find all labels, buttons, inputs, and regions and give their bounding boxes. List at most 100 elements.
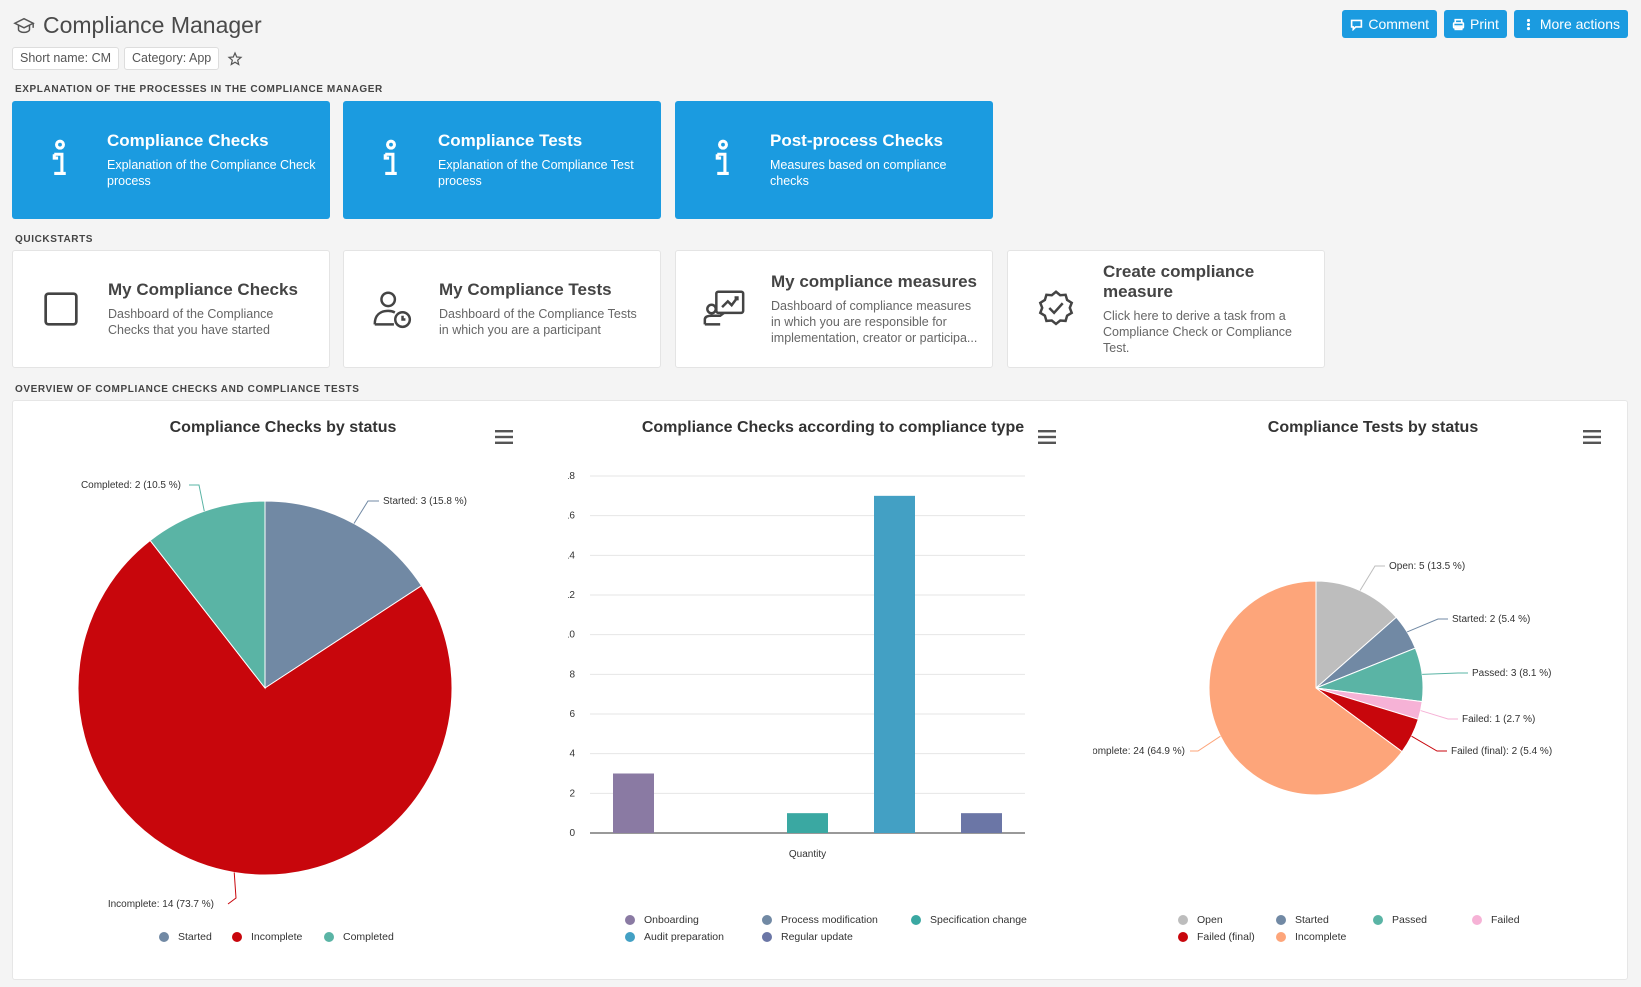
legend-label: Process modification xyxy=(781,914,878,926)
pie-connector xyxy=(1406,618,1448,633)
legend-item-started[interactable]: Started xyxy=(159,931,212,943)
chart3-title: Compliance Tests by status xyxy=(1267,419,1479,436)
tile-subtitle: Measures based on compliance checks xyxy=(770,158,947,188)
pie-connector xyxy=(1359,565,1385,591)
legend-label: Incomplete xyxy=(1295,931,1347,943)
pie-connector xyxy=(353,500,379,524)
chart2-legend: Onboarding Process modification Specific… xyxy=(625,914,1085,954)
tile-my-compliance-checks[interactable]: My Compliance Checks Dashboard of the Co… xyxy=(12,250,330,368)
section-label-overview: OVERVIEW OF COMPLIANCE CHECKS AND COMPLI… xyxy=(15,384,360,395)
comment-button-label: Comment xyxy=(1368,16,1430,32)
legend-item-onboarding[interactable]: Onboarding xyxy=(625,914,699,926)
category-tag: Category: App xyxy=(124,47,220,70)
y-tick-label: 18 xyxy=(568,471,575,482)
tile-my-compliance-tests[interactable]: My Compliance Tests Dashboard of the Com… xyxy=(343,250,661,368)
legend-dot xyxy=(1276,932,1286,942)
pie-data-label: Incomplete: 14 (73.7 %) xyxy=(108,899,214,910)
legend-dot xyxy=(159,932,169,942)
bar-specification-change[interactable] xyxy=(787,813,828,833)
comment-button[interactable]: Comment xyxy=(1342,10,1438,38)
legend-item-open[interactable]: Open xyxy=(1178,914,1223,926)
legend-dot xyxy=(1178,915,1188,925)
chart1-legend: Started Incomplete Completed xyxy=(13,931,553,951)
pie-connector xyxy=(227,872,237,905)
pie-data-label: Started: 2 (5.4 %) xyxy=(1452,614,1530,625)
star-icon[interactable] xyxy=(227,50,243,67)
y-tick-label: 14 xyxy=(568,550,575,561)
legend-item-passed[interactable]: Passed xyxy=(1373,914,1427,926)
tile-subtitle: Click here to derive a task from a Compl… xyxy=(1103,309,1292,355)
legend-item-specification-change[interactable]: Specification change xyxy=(911,914,1027,926)
chart1-title: Compliance Checks by status xyxy=(169,419,397,436)
tile-my-compliance-measures[interactable]: My compliance measures Dashboard of comp… xyxy=(675,250,993,368)
tile-title: Compliance Checks xyxy=(107,131,269,150)
tile-title: My Compliance Tests xyxy=(439,280,612,299)
legend-item-failed[interactable]: Failed xyxy=(1472,914,1520,926)
more-actions-button[interactable]: More actions xyxy=(1513,10,1628,38)
section-label-explanation: EXPLANATION OF THE PROCESSES IN THE COMP… xyxy=(15,84,383,95)
legend-item-regular-update[interactable]: Regular update xyxy=(762,931,853,943)
pie-data-label: Incomplete: 24 (64.9 %) xyxy=(1093,746,1185,757)
y-tick-label: 8 xyxy=(569,669,575,680)
legend-dot xyxy=(1373,915,1383,925)
pie-data-label: Passed: 3 (8.1 %) xyxy=(1472,668,1551,679)
chart1-pie: Started: 3 (15.8 %) Incomplete: 14 (73.7 … xyxy=(77,480,467,910)
tile-compliance-tests-explanation[interactable]: Compliance Tests Explanation of the Comp… xyxy=(343,101,661,219)
legend-label: Failed xyxy=(1491,914,1520,926)
pie-slice-completed[interactable] xyxy=(149,500,266,690)
printer-icon xyxy=(1452,18,1465,30)
legend-dot xyxy=(911,915,921,925)
chart2-menu-icon[interactable] xyxy=(1038,430,1056,444)
checkbox-icon xyxy=(43,292,78,326)
page-title-text: Compliance Manager xyxy=(43,12,262,38)
pie-slice-open[interactable] xyxy=(1315,580,1398,690)
tile-title: My compliance measures xyxy=(771,272,977,291)
legend-item-failed-final[interactable]: Failed (final) xyxy=(1178,931,1255,943)
legend-label: Audit preparation xyxy=(644,931,724,943)
pie-data-label: Failed (final): 2 (5.4 %) xyxy=(1451,746,1552,757)
chart1-menu-icon[interactable] xyxy=(495,430,513,444)
legend-dot xyxy=(1178,932,1188,942)
chart3-pie: Open: 5 (13.5 %) Started: 2 (5.4 %) Passed… xyxy=(1093,561,1552,796)
legend-dot xyxy=(625,915,635,925)
legend-item-incomplete[interactable]: Incomplete xyxy=(1276,931,1346,943)
tile-create-compliance-measure[interactable]: Create compliance measure Click here to … xyxy=(1007,250,1325,368)
legend-item-process-modification[interactable]: Process modification xyxy=(762,914,878,926)
y-tick-label: 2 xyxy=(569,788,575,799)
legend-label: Failed (final) xyxy=(1197,931,1255,943)
print-button[interactable]: Print xyxy=(1444,10,1507,38)
chart2-title: Compliance Checks according to complianc… xyxy=(641,419,1025,436)
pie-data-label: Completed: 2 (10.5 %) xyxy=(81,480,181,491)
x-axis-label: Quantity xyxy=(789,849,826,860)
bar-onboarding[interactable] xyxy=(613,773,654,834)
chart3-menu-icon[interactable] xyxy=(1583,430,1601,444)
pie-data-label: Failed: 1 (2.7 %) xyxy=(1462,714,1535,725)
legend-label: Passed xyxy=(1392,914,1428,926)
comment-icon xyxy=(1351,19,1363,31)
graduation-cap-icon xyxy=(13,17,35,33)
vertical-dots-icon xyxy=(1526,18,1530,30)
legend-label: Open xyxy=(1197,914,1223,926)
legend-label: Regular update xyxy=(781,931,853,943)
bar-audit-preparation[interactable] xyxy=(874,495,915,833)
presentation-icon xyxy=(703,290,744,326)
pie-connector xyxy=(1411,735,1447,752)
legend-dot xyxy=(1276,915,1286,925)
pie-slice-incomplete[interactable] xyxy=(77,539,453,876)
pie-slice-incomplete[interactable] xyxy=(1208,580,1403,796)
legend-label: Started xyxy=(178,931,212,943)
pie-data-label: Open: 5 (13.5 %) xyxy=(1389,561,1465,572)
legend-item-incomplete[interactable]: Incomplete xyxy=(232,931,302,943)
legend-item-started[interactable]: Started xyxy=(1276,914,1329,926)
header-actions: Comment Print More actions xyxy=(1342,10,1628,38)
tile-compliance-checks-explanation[interactable]: Compliance Checks Explanation of the Com… xyxy=(12,101,330,219)
pie-slice-started[interactable] xyxy=(264,500,423,689)
tile-subtitle: Explanation of the Compliance Check proc… xyxy=(107,158,316,188)
tile-post-process-checks[interactable]: Post-process Checks Measures based on co… xyxy=(675,101,993,219)
legend-item-completed[interactable]: Completed xyxy=(324,931,394,943)
y-tick-label: 12 xyxy=(568,590,575,601)
legend-dot xyxy=(762,932,772,942)
legend-item-audit-preparation[interactable]: Audit preparation xyxy=(625,931,724,943)
tile-subtitle: Dashboard of compliance measures in whic… xyxy=(771,299,978,345)
bar-regular-update[interactable] xyxy=(961,813,1002,833)
